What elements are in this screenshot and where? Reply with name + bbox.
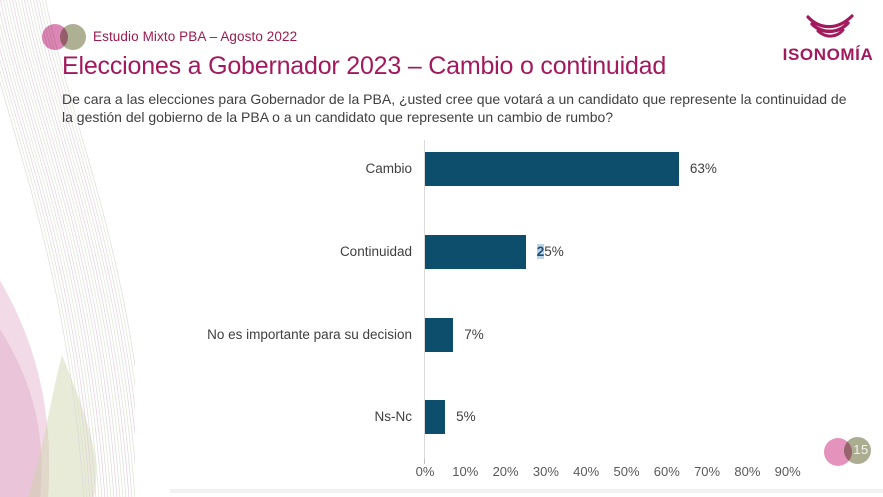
page-number: 15 <box>853 442 869 457</box>
bar-row: Cambio 63% <box>0 152 883 186</box>
value-label: 7% <box>464 327 484 342</box>
pink-circle-icon <box>824 438 852 466</box>
brand-circles-icon <box>42 24 88 51</box>
x-axis-tick-label: 30% <box>532 464 559 479</box>
y-axis-line <box>424 140 425 459</box>
survey-question: De cara a las elecciones para Gobernador… <box>62 91 847 125</box>
x-axis-tick-label: 70% <box>694 464 721 479</box>
x-axis-tick-label: 0% <box>415 464 435 479</box>
x-axis-tick-label: 40% <box>573 464 600 479</box>
page-title: Elecciones a Gobernador 2023 – Cambio o … <box>62 52 667 80</box>
x-axis-tick-label: 80% <box>734 464 761 479</box>
study-label: Estudio Mixto PBA – Agosto 2022 <box>93 29 298 44</box>
x-axis-tick-label: 60% <box>653 464 680 479</box>
category-label: Ns-Nc <box>374 409 413 424</box>
x-axis-tick-label: 90% <box>774 464 801 479</box>
value-label: 5% <box>456 409 476 424</box>
olive-circle-icon <box>60 24 86 50</box>
isonomia-logo: ISONOMÍA <box>778 12 878 65</box>
bar <box>425 318 454 352</box>
bar <box>425 152 679 186</box>
page-number-badge: 15 <box>824 437 874 466</box>
x-axis-tick-label: 20% <box>492 464 519 479</box>
selection-highlight: 2 <box>536 244 545 259</box>
category-label: Cambio <box>365 161 412 176</box>
x-axis-tick-label: 10% <box>452 464 479 479</box>
bar-row: Continuidad 25% <box>0 235 883 269</box>
category-label: No es importante para su decision <box>207 327 412 342</box>
x-axis-tick-label: 50% <box>613 464 640 479</box>
category-label: Continuidad <box>339 244 412 259</box>
value-label: 63% <box>689 161 717 176</box>
bar <box>425 235 526 269</box>
footer-divider <box>170 489 883 493</box>
bar-chart: Cambio 63% Continuidad 25% No es importante … <box>0 140 883 490</box>
x-axis-zero-tick <box>424 459 425 464</box>
value-label: 25% <box>536 244 564 259</box>
isonomia-logo-text: ISONOMÍA <box>782 45 874 64</box>
isonomia-swoosh-icon <box>806 14 854 38</box>
bar-row: Ns-Nc 5% <box>0 400 883 434</box>
bar <box>425 400 446 434</box>
bar-row: No es importante para su decision 7% <box>0 318 883 352</box>
